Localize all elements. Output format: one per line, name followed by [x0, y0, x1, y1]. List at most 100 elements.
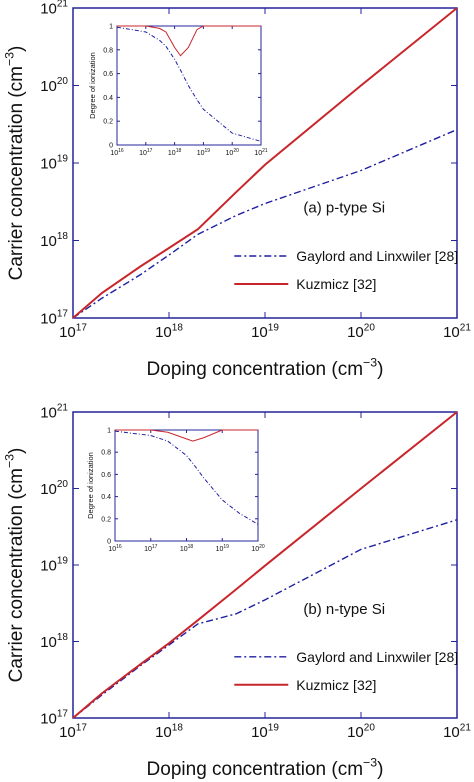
tick-label: 0.8	[101, 450, 111, 457]
tick-exponent: 18	[176, 148, 182, 154]
tick-exponent: 17	[57, 309, 69, 320]
tick-label: 0.4	[103, 95, 113, 102]
tick-exponent: 18	[57, 632, 69, 643]
tick-label: 1017	[139, 148, 153, 157]
tick-label: 1017	[40, 709, 68, 728]
label-text: Carrier concentration (cm	[6, 468, 27, 682]
label-text: Carrier concentration (cm	[6, 66, 27, 280]
tick-label: 0.4	[101, 494, 111, 501]
y-axis-label: Carrier concentration (cm−3)	[2, 448, 27, 683]
tick-label: 1	[109, 23, 113, 30]
tick-base: 10	[197, 150, 205, 157]
data-line	[117, 25, 261, 57]
tick-label: 1021	[40, 403, 68, 422]
data-line	[116, 26, 262, 142]
tick-exponent: 20	[259, 544, 265, 550]
label-exponent: −3	[2, 52, 16, 66]
tick-label: 1018	[168, 148, 182, 157]
tick-label: 0.2	[101, 516, 111, 523]
tick-label: 1017	[59, 722, 87, 741]
tick-base: 10	[254, 150, 262, 157]
tick-label: 1020	[40, 76, 68, 95]
label-exponent: −3	[2, 454, 16, 468]
tick-exponent: 21	[262, 148, 268, 154]
tick-base: 10	[40, 710, 57, 727]
tick-base: 10	[155, 324, 172, 341]
tick-label: 1019	[216, 544, 230, 553]
label-exponent: −3	[363, 755, 377, 769]
legend-label: Kuzmicz [32]	[296, 276, 376, 292]
tick-base: 10	[40, 404, 57, 421]
tick-base: 10	[40, 634, 57, 651]
tick-exponent: 17	[152, 544, 158, 550]
tick-base: 10	[180, 546, 188, 553]
tick-base: 10	[40, 310, 57, 327]
tick-label: 1020	[226, 148, 240, 157]
tick-label: 1020	[251, 544, 265, 553]
tick-base: 10	[40, 0, 57, 17]
tick-label: 1020	[40, 479, 68, 498]
tick-exponent: 16	[116, 544, 122, 550]
tick-label: 1019	[251, 722, 279, 741]
tick-base: 10	[251, 546, 259, 553]
annotation: (a) p-type Si	[303, 200, 385, 217]
chart: 1017 1018 1019 1020 102110171018101910201021…	[2, 0, 471, 380]
tick-label: 1019	[251, 322, 279, 341]
tick-base: 10	[155, 724, 172, 741]
tick-base: 10	[40, 78, 57, 95]
label-tail: )	[377, 359, 383, 380]
annotation: (b) n-type Si	[303, 601, 385, 618]
tick-label: 1018	[40, 632, 68, 651]
tick-label: 1018	[155, 722, 183, 741]
tick-exponent: 21	[57, 403, 69, 414]
tick-base: 10	[40, 233, 57, 250]
tick-base: 10	[443, 724, 460, 741]
tick-label: 1021	[40, 0, 68, 17]
tick-exponent: 20	[364, 722, 376, 733]
tick-base: 10	[40, 481, 57, 498]
tick-label: 1021	[443, 722, 471, 741]
tick-base: 10	[216, 546, 224, 553]
tick-label: 0.8	[103, 47, 113, 54]
plot-frame	[116, 25, 262, 146]
tick-base: 10	[251, 324, 268, 341]
tick-label: 1017	[40, 309, 68, 328]
label-tail: )	[6, 448, 27, 454]
label-text: Degree of ionization	[86, 452, 95, 519]
tick-label: 1	[107, 427, 111, 434]
tick-label: 1019	[40, 154, 68, 173]
tick-exponent: 20	[57, 76, 69, 87]
tick-exponent: 17	[76, 722, 88, 733]
tick-label: 1020	[347, 322, 375, 341]
tick-label: 1021	[254, 148, 268, 157]
tick-label: 0.6	[103, 71, 113, 78]
tick-exponent: 19	[268, 322, 280, 333]
data-line	[72, 7, 458, 319]
legend-label: Gaylord and Linxwiler [28]	[296, 649, 458, 665]
tick-label: 1018	[40, 231, 68, 250]
label-exponent: −3	[363, 355, 377, 369]
data-line	[72, 128, 458, 319]
tick-base: 10	[139, 150, 147, 157]
legend-label: Gaylord and Linxwiler [28]	[296, 248, 458, 264]
tick-label: 0	[109, 142, 113, 149]
tick-base: 10	[40, 557, 57, 574]
tick-label: 1020	[347, 722, 375, 741]
tick-exponent: 21	[460, 322, 472, 333]
tick-exponent: 20	[57, 479, 69, 490]
label-text: Doping concentration (cm	[147, 359, 364, 380]
data-line	[115, 429, 258, 442]
tick-exponent: 19	[205, 148, 211, 154]
tick-exponent: 18	[188, 544, 194, 550]
tick-exponent: 19	[223, 544, 229, 550]
tick-exponent: 17	[76, 322, 88, 333]
tick-label: 1018	[180, 544, 194, 553]
data-line	[72, 519, 458, 719]
x-axis-label: Doping concentration (cm−3)	[147, 755, 384, 780]
tick-label: 1019	[40, 556, 68, 575]
tick-label: 1017	[59, 322, 87, 341]
tick-base: 10	[59, 724, 76, 741]
tick-exponent: 21	[57, 0, 69, 10]
tick-base: 10	[40, 155, 57, 172]
